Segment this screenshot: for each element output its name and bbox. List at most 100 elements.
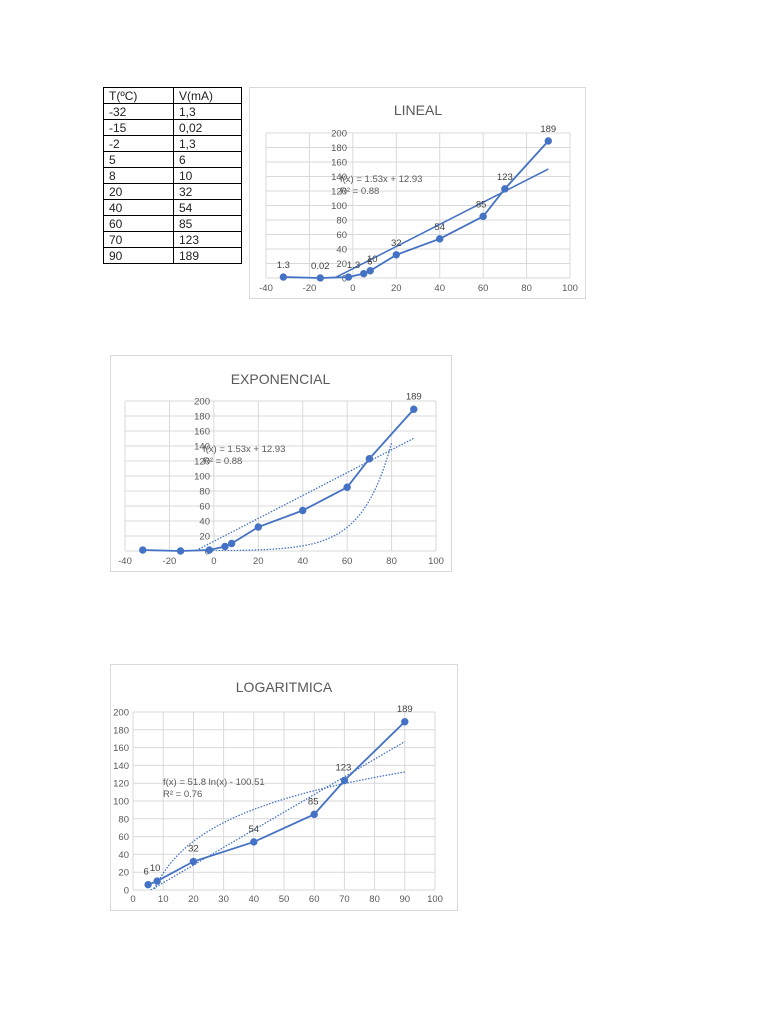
trendline-equation: f(x) = 1.53x + 12.93 [203,444,285,455]
data-point [310,810,318,819]
x-tick-label: 100 [562,283,578,294]
data-label: 189 [397,704,413,715]
x-tick-label: 20 [253,556,264,567]
x-tick-label: 80 [369,894,380,905]
y-tick-label: 180 [331,143,347,154]
cell-temperature: -2 [103,135,174,152]
table-row: 70 123 [103,231,242,248]
y-tick-label: 40 [336,245,347,256]
chart-logaritmica: LOGARITMICA 0 10 20 30 40 50 60 70 80 90 100 0 20 40 60… [110,664,458,911]
data-label: 85 [308,796,319,807]
chart-exponencial-svg: EXPONENCIAL-40-2002040608010002040608010… [118,371,444,567]
data-point [176,547,185,555]
y-tick-label: 160 [113,743,129,754]
data-table: T(ºC) V(mA) -32 1,3 -15 0,02 -2 1,3 5 6 8 10 20 32 4… [103,87,242,264]
data-point [479,212,487,221]
data-point [279,273,288,281]
y-tick-label: 0 [124,886,129,897]
y-tick-label: 160 [331,158,347,169]
table-row: -32 1,3 [103,103,242,120]
chart-lineal-svg: LINEAL -40 -20 0 20 40 60 80 100 0 20 40 60 80 100 120 1… [259,102,578,294]
cell-current: 0,02 [173,119,242,136]
x-tick-label: -20 [163,556,177,567]
y-tick-label: 80 [118,814,129,825]
cell-temperature: 5 [103,151,174,168]
data-label: 0.02 [311,261,330,272]
data-point [299,506,307,515]
y-tick-label: 80 [336,216,347,227]
x-tick-label: 0 [211,556,216,567]
data-point [189,857,198,866]
data-label: 10 [150,863,161,874]
trendline-r-squared: R² = 0.88 [340,186,379,197]
table-row: 20 32 [103,183,242,200]
table-row: 90 189 [103,247,242,264]
y-tick-label: 60 [118,832,129,843]
data-label: 6 [367,257,372,268]
trendline-equation: f(x) = 1.53x + 12.93 [340,174,422,185]
data-point [501,185,509,193]
x-tick-label: -20 [303,283,317,294]
y-tick-label: 160 [194,427,210,438]
x-tick-label: 100 [427,894,443,905]
data-point [250,838,258,846]
cell-temperature: 8 [103,167,174,184]
y-tick-label: 100 [194,472,210,483]
data-label: 1.3 [347,260,360,271]
y-tick-label: 140 [331,172,347,183]
x-tick-label: 0 [350,283,355,294]
y-tick-label: 120 [113,779,129,790]
gridlines [124,400,437,552]
chart-title: LINEAL [394,102,442,118]
trendline-equation: f(x) = 51.8 ln(x) - 100.51 [163,777,265,788]
y-tick-label: 60 [199,502,210,513]
table-row: 60 85 [103,215,242,232]
trendline-linear [149,741,406,890]
x-tick-label: 40 [434,283,445,294]
cell-current: 189 [173,247,242,264]
column-header-current: V(mA) [173,87,242,104]
y-tick-label: 120 [194,457,210,468]
chart-title: LOGARITMICA [236,679,333,695]
y-tick-label: 200 [113,708,129,719]
cell-current: 32 [173,183,242,200]
data-label: 32 [391,238,402,249]
y-tick-label: 20 [199,532,210,543]
column-header-temperature: T(ºC) [103,87,174,104]
y-tick-label: 20 [118,868,129,879]
table-header-row: T(ºC) V(mA) [103,87,242,104]
data-point [360,269,368,278]
x-tick-label: 80 [386,556,397,567]
data-label: 10 [367,254,378,265]
cell-temperature: -15 [103,119,174,136]
chart-exponencial: EXPONENCIAL-40-2002040608010002040608010… [110,355,452,572]
data-point [344,273,353,281]
data-point [544,137,552,145]
data-point [343,483,351,491]
series-line [147,721,406,886]
data-point [340,776,349,785]
cell-current: 54 [173,199,242,216]
cell-current: 1,3 [173,135,242,152]
data-label: 189 [540,124,556,135]
x-tick-label: 10 [158,894,169,905]
y-tick-label: 200 [331,129,347,140]
y-tick-label: 100 [331,201,347,212]
y-tick-label: 100 [113,797,129,808]
data-label: 85 [476,199,487,210]
cell-temperature: 70 [103,231,174,248]
y-tick-label: 200 [194,397,210,408]
cell-temperature: 20 [103,183,174,200]
chart-title: EXPONENCIAL [231,371,331,387]
x-tick-label: 90 [400,894,411,905]
table-row: -2 1,3 [103,135,242,152]
data-label: 6 [143,867,148,878]
data-point [392,251,400,259]
data-point [139,546,147,554]
x-tick-label: 60 [342,556,353,567]
data-point [153,877,161,885]
y-tick-label: 80 [199,487,210,498]
series-line [283,140,549,279]
data-point [227,539,236,548]
